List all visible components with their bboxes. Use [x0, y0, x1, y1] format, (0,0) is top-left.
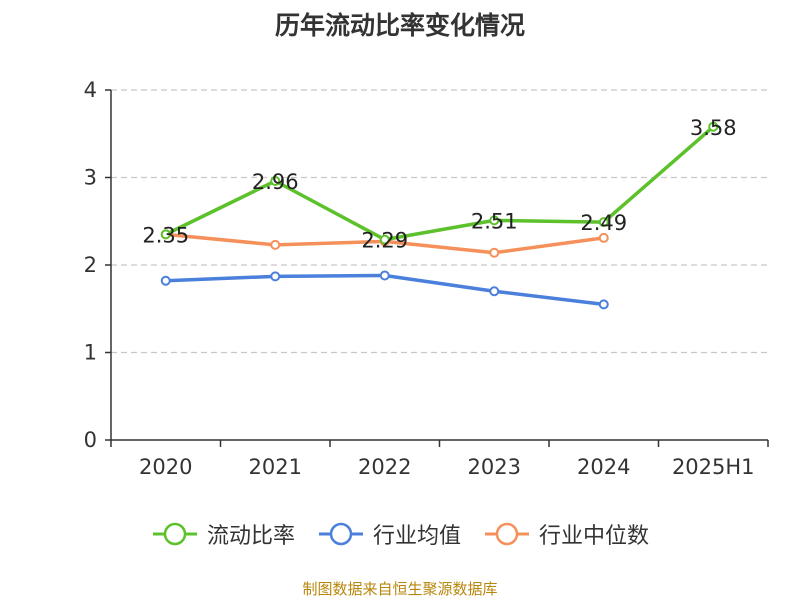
y-tick-label: 1 [84, 341, 97, 365]
data-point [598, 299, 609, 310]
data-label: 2.35 [142, 223, 189, 247]
data-label: 2.29 [361, 229, 408, 253]
x-tick-label: 2023 [468, 455, 521, 479]
axis-layer: 0 1 2 3 4 2020 2021 2022 2023 2024 2025H1 [84, 78, 769, 479]
data-label: 2.96 [252, 170, 299, 194]
data-point [489, 286, 500, 297]
legend-item[interactable]: 行业均值 [317, 518, 461, 550]
data-point [489, 215, 500, 226]
data-point [379, 234, 390, 245]
x-tick-label: 2025H1 [672, 455, 755, 479]
series-line [164, 125, 715, 242]
grid-layer [111, 89, 768, 354]
legend-line-marker-icon [152, 522, 197, 546]
legend-label: 流动比率 [206, 524, 295, 549]
legend-line-marker-icon [485, 522, 529, 546]
legend-item[interactable]: 行业中位数 [483, 518, 649, 550]
data-point [270, 271, 281, 282]
x-tick-label: 2024 [577, 455, 630, 479]
data-point [489, 247, 500, 258]
data-label: 2.51 [471, 209, 518, 233]
legend-item[interactable]: 流动比率 [151, 518, 295, 550]
legend-line-marker-icon [318, 522, 363, 546]
legend: 流动比率 行业均值 行业中位数 [0, 518, 800, 550]
source-note: 制图数据来自恒生聚源数据库 [302, 580, 498, 598]
x-tick-label: 2021 [249, 455, 302, 479]
data-point [270, 239, 281, 250]
data-point [598, 217, 609, 228]
chart-title: 历年流动比率变化情况 [274, 11, 525, 40]
series-layer [160, 121, 719, 310]
data-label: 3.58 [690, 116, 737, 140]
y-tick-label: 0 [84, 428, 97, 452]
y-tick-label: 3 [84, 166, 97, 190]
legend-label: 行业中位数 [539, 524, 650, 549]
data-label: 2.49 [580, 211, 627, 235]
legend-label: 行业均值 [372, 524, 461, 549]
x-tick-label: 2022 [358, 455, 411, 479]
y-tick-label: 4 [84, 78, 97, 102]
data-point [708, 121, 719, 132]
data-point [160, 229, 171, 240]
x-tick-label: 2020 [139, 455, 192, 479]
data-point [379, 270, 390, 281]
data-point [160, 275, 171, 286]
data-point [270, 176, 281, 186]
y-tick-label: 2 [84, 253, 97, 277]
data-label-layer: 2.35 2.96 2.29 2.51 2.49 3.58 [142, 116, 736, 253]
data-point [598, 232, 609, 243]
